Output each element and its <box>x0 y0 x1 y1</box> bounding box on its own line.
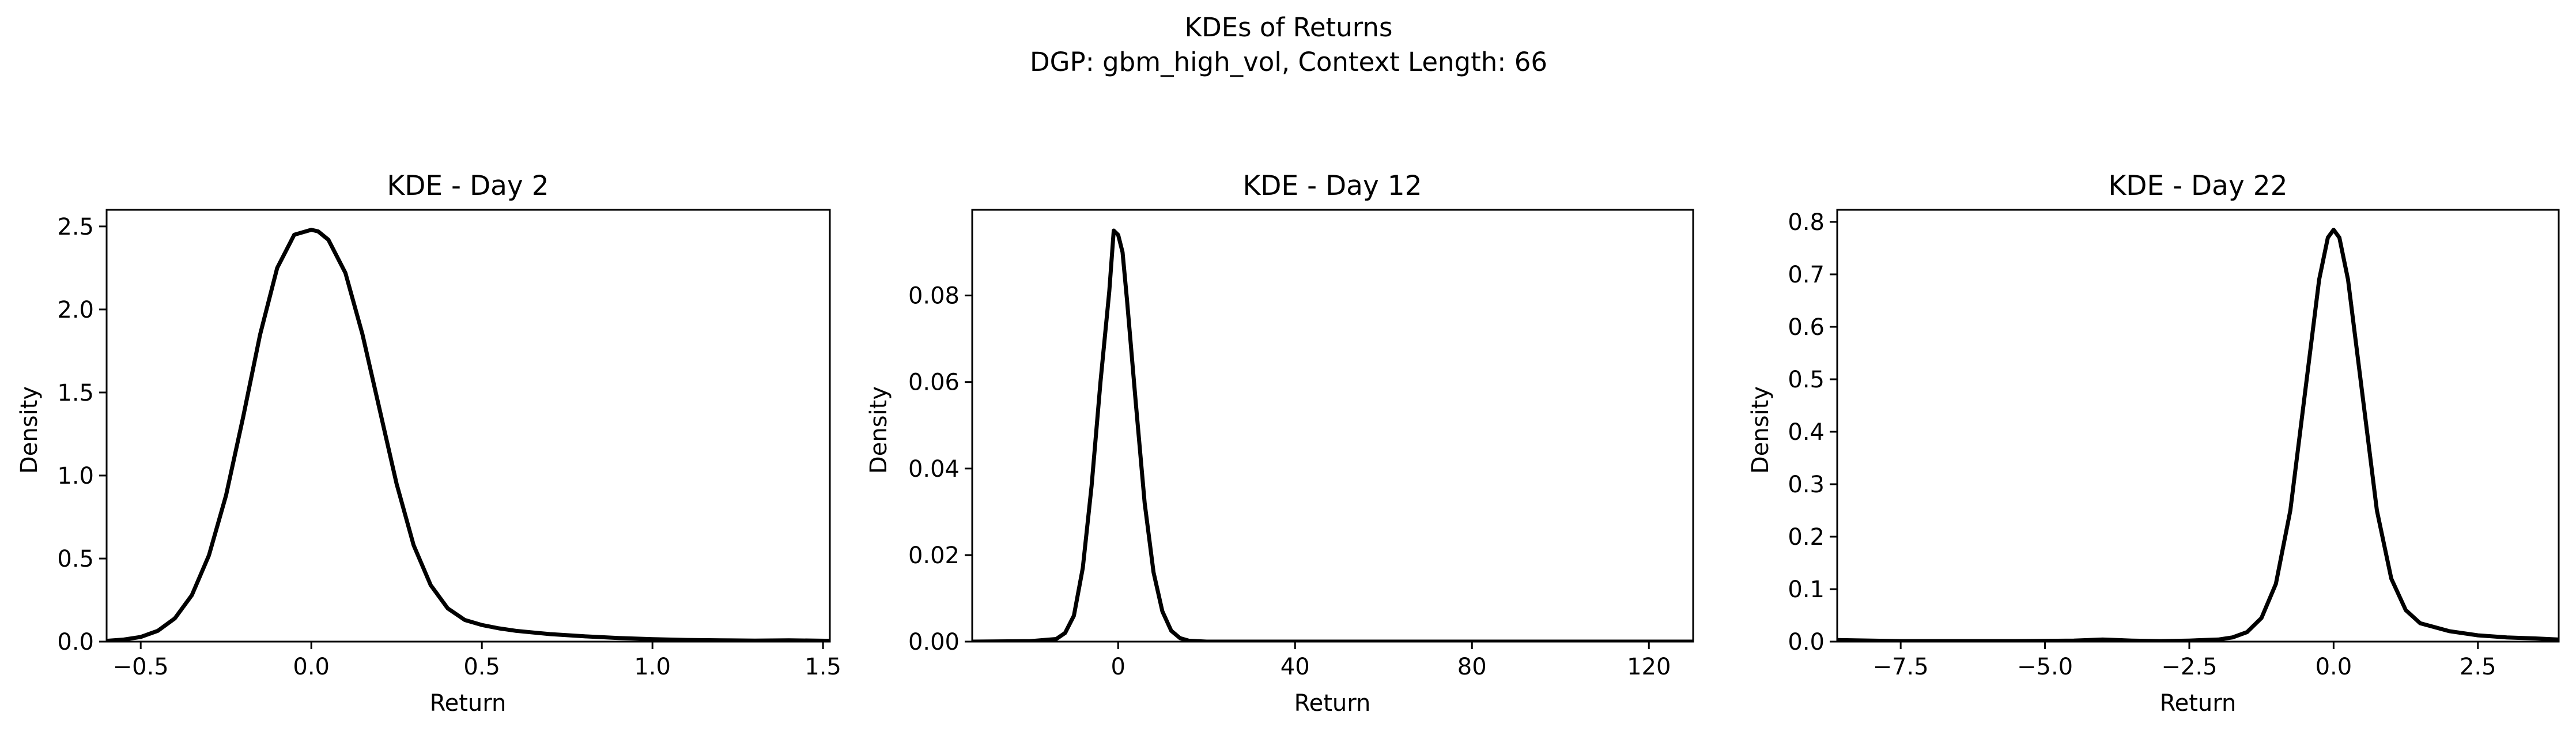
x-tick-label: 40 <box>1281 654 1310 680</box>
y-tick-label: 0.3 <box>1788 472 1825 498</box>
axes-frame <box>105 209 831 643</box>
y-tick-label: 0.1 <box>1788 576 1825 603</box>
y-tick-label: 0.5 <box>1788 367 1825 393</box>
figure-suptitle-line1: KDEs of Returns <box>1185 12 1393 43</box>
subplot-day-12: KDE - Day 12 Return Density 0 40 80 120 0.00… <box>866 170 1694 717</box>
y-tick-label: 0.6 <box>1788 314 1825 341</box>
y-tick-label: 0.0 <box>57 629 94 655</box>
kde-line <box>972 228 1693 642</box>
subplot-title: KDE - Day 2 <box>387 170 549 202</box>
y-tick-label: 0.2 <box>1788 524 1825 551</box>
y-tick-label: 0.02 <box>908 542 960 569</box>
kde-line <box>107 228 830 642</box>
x-tick-label: −2.5 <box>2161 654 2217 680</box>
y-tick-label: 0.8 <box>1788 209 1825 236</box>
x-tick-label: 1.0 <box>634 654 671 680</box>
x-axis-label: Return <box>2160 690 2237 717</box>
y-tick-label: 2.0 <box>57 297 94 323</box>
subplot-title: KDE - Day 22 <box>2108 170 2287 202</box>
x-tick-label: 0.5 <box>463 654 500 680</box>
x-tick-label: 80 <box>1457 654 1487 680</box>
y-tick-label: 0.7 <box>1788 262 1825 288</box>
subplot-title: KDE - Day 12 <box>1242 170 1422 202</box>
x-axis-label: Return <box>430 690 507 717</box>
x-axis-label: Return <box>1294 690 1371 717</box>
y-axis-label: Density <box>866 386 892 474</box>
x-tick-label: −7.5 <box>1873 654 1929 680</box>
y-tick-label: 1.5 <box>57 380 94 406</box>
subplot-day-22: KDE - Day 22 Return Density −7.5 −5.0 −2.5… <box>1747 170 2560 717</box>
kde-line <box>1837 228 2559 642</box>
x-tick-label: −5.0 <box>2017 654 2073 680</box>
y-tick-label: 1.0 <box>57 463 94 489</box>
axes-frame <box>971 209 1694 643</box>
y-tick-label: 0.04 <box>908 456 960 483</box>
x-tick-label: 1.5 <box>804 654 841 680</box>
y-tick-label: 0.08 <box>908 283 960 310</box>
y-axis-label: Density <box>16 386 43 474</box>
x-tick-label: 0.0 <box>2316 654 2352 680</box>
x-tick-label: 0.0 <box>293 654 330 680</box>
x-tick-label: −0.5 <box>113 654 169 680</box>
y-axis-label: Density <box>1747 386 1774 474</box>
y-tick-label: 0.4 <box>1788 419 1825 446</box>
y-tick-label: 0.5 <box>57 546 94 572</box>
subplot-day-2: KDE - Day 2 Return Density −0.5 0.0 0.5 1.0… <box>16 170 841 717</box>
x-tick-label: 2.5 <box>2460 654 2496 680</box>
y-tick-label: 0.06 <box>908 370 960 396</box>
y-tick-label: 2.5 <box>57 214 94 240</box>
figure-suptitle-line2: DGP: gbm_high_vol, Context Length: 66 <box>1030 47 1547 77</box>
y-tick-label: 0.00 <box>908 629 960 655</box>
x-tick-label: 120 <box>1627 654 1671 680</box>
x-tick-label: 0 <box>1111 654 1125 680</box>
axes-frame <box>1836 209 2560 643</box>
y-tick-label: 0.0 <box>1788 629 1825 655</box>
